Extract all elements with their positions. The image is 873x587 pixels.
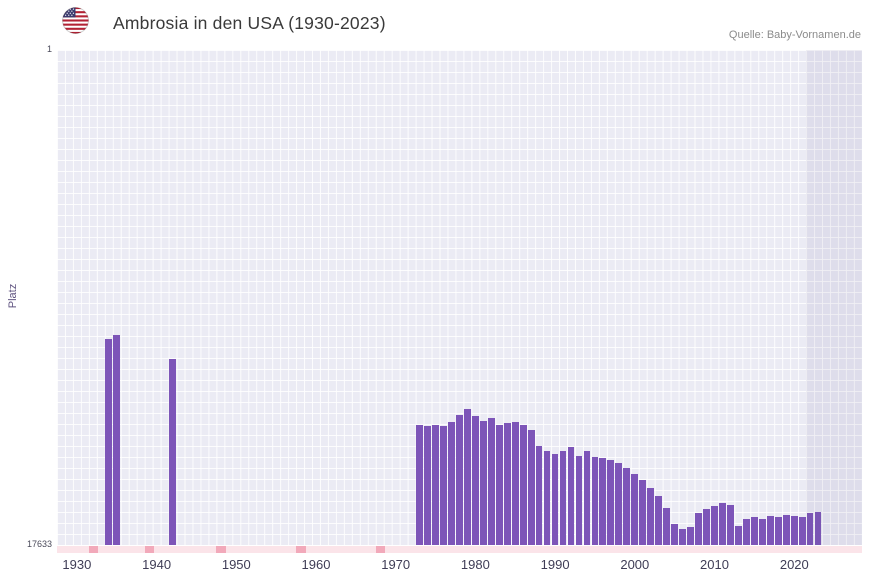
low-rank-marker (296, 546, 306, 553)
bar-1986[interactable] (519, 424, 527, 545)
bar-2007[interactable] (687, 527, 694, 545)
bar-2013[interactable] (734, 525, 742, 545)
bar-1975[interactable] (432, 424, 439, 545)
bar-1935[interactable] (113, 334, 121, 545)
y-axis-title: Platz (7, 283, 19, 309)
source-label: Quelle: Baby-Vornamen.de (728, 29, 861, 41)
bar-2000[interactable] (631, 473, 639, 545)
bar-1998[interactable] (615, 462, 623, 545)
bar-2004[interactable] (663, 507, 670, 545)
bar-2020[interactable] (790, 516, 798, 545)
bar-1996[interactable] (599, 458, 607, 545)
x-tick-label: 2010 (700, 557, 729, 572)
bar-2016[interactable] (758, 518, 766, 545)
bar-1973[interactable] (416, 424, 423, 545)
recent-years-highlight (806, 50, 862, 545)
bar-2011[interactable] (719, 503, 726, 545)
bar-1989[interactable] (543, 451, 551, 545)
x-tick-label: 1940 (142, 557, 172, 572)
bar-1978[interactable] (456, 414, 463, 545)
low-rank-marker (88, 546, 99, 553)
bar-1987[interactable] (527, 430, 535, 545)
low-rank-marker (144, 546, 155, 553)
bar-2010[interactable] (711, 506, 718, 545)
bar-2022[interactable] (806, 513, 814, 545)
x-tick-label: 1990 (540, 557, 570, 572)
bar-1984[interactable] (503, 423, 511, 545)
bar-1942[interactable] (169, 358, 176, 545)
bar-1976[interactable] (440, 426, 447, 545)
bar-2009[interactable] (703, 509, 710, 545)
bar-1977[interactable] (448, 422, 455, 545)
x-tick-label: 1960 (301, 557, 331, 572)
bar-2002[interactable] (647, 487, 655, 545)
bar-1995[interactable] (591, 457, 599, 545)
bar-2005[interactable] (671, 524, 678, 545)
x-axis: 1930 1940 1950 1960 1970 1980 1990 2000 2010 2020 (57, 557, 862, 577)
bar-1991[interactable] (559, 451, 567, 545)
bar-2023[interactable] (814, 511, 822, 545)
plot-area (57, 50, 862, 553)
bar-1981[interactable] (479, 420, 487, 545)
x-tick-label: 2000 (620, 557, 650, 572)
bar-2014[interactable] (742, 518, 750, 545)
bar-1992[interactable] (567, 447, 575, 545)
bar-2006[interactable] (679, 528, 686, 545)
bar-1985[interactable] (511, 422, 519, 545)
x-tick-label: 1970 (381, 557, 411, 572)
bar-1997[interactable] (607, 459, 615, 545)
bar-1993[interactable] (575, 455, 583, 545)
x-tick-label: 1950 (221, 557, 251, 572)
bar-2018[interactable] (774, 517, 782, 545)
page-title: Ambrosia in den USA (1930-2023) (113, 13, 386, 33)
y-axis-min-label: 17633 (26, 539, 52, 549)
y-axis-max-label: 1 (46, 44, 52, 54)
bar-2008[interactable] (695, 513, 702, 545)
bar-1979[interactable] (463, 409, 471, 545)
bar-2001[interactable] (639, 479, 647, 545)
bar-1980[interactable] (471, 416, 479, 545)
x-tick-label: 1980 (460, 557, 490, 572)
low-rank-marker (216, 546, 226, 553)
low-rank-strip (57, 546, 862, 553)
bar-1988[interactable] (535, 445, 543, 545)
bar-1990[interactable] (551, 454, 559, 545)
usa-flag-icon (62, 7, 89, 34)
bar-1974[interactable] (424, 426, 431, 545)
bar-1983[interactable] (495, 424, 503, 545)
bar-1982[interactable] (487, 417, 495, 545)
bar-2019[interactable] (782, 514, 790, 545)
bar-1999[interactable] (623, 468, 631, 545)
bar-1934[interactable] (105, 339, 113, 545)
x-tick-label: 2020 (779, 557, 809, 572)
bar-2015[interactable] (750, 517, 758, 545)
x-tick-label: 1930 (62, 557, 92, 572)
bar-2021[interactable] (798, 517, 806, 545)
bar-2017[interactable] (766, 516, 774, 545)
low-rank-marker (375, 546, 386, 553)
bar-1994[interactable] (583, 451, 591, 545)
bar-2003[interactable] (655, 496, 663, 545)
bar-2012[interactable] (727, 504, 734, 545)
